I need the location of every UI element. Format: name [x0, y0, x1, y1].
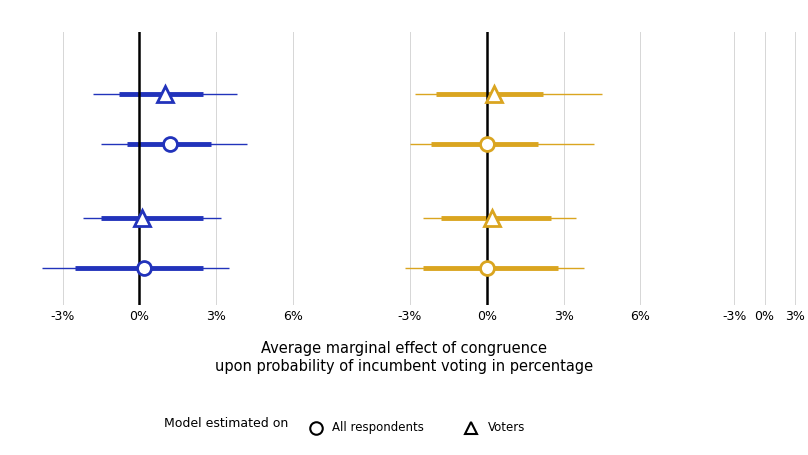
Text: Model estimated on: Model estimated on [164, 417, 288, 430]
Text: Voters: Voters [488, 421, 525, 434]
Text: Average marginal effect of congruence
upon probability of incumbent voting in pe: Average marginal effect of congruence up… [215, 341, 593, 374]
Text: All respondents: All respondents [333, 421, 424, 434]
